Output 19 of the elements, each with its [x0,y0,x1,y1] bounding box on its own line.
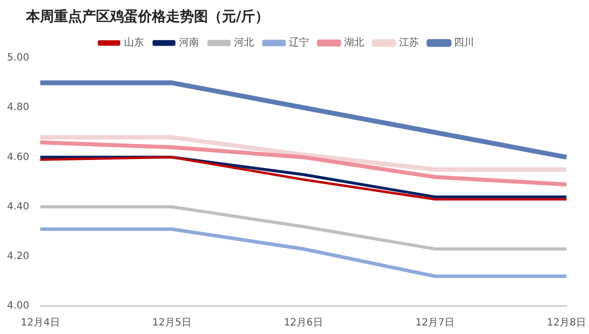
y-tick-label: 4.40 [7,201,30,212]
legend-label: 湖北 [344,36,364,49]
y-tick-label: 4.20 [7,250,30,262]
legend-label: 河北 [234,36,254,49]
y-tick-label: 4.80 [7,102,30,114]
x-tick-label: 12月5日 [152,318,192,329]
y-tick-label: 4.60 [7,152,30,163]
legend-label: 山东 [124,36,144,49]
legend-label: 江苏 [399,36,419,49]
y-tick-label: 4.00 [7,300,30,312]
legend-label: 辽宁 [289,36,309,49]
x-tick-label: 12月8日 [546,318,586,329]
legend-label: 四川 [454,36,474,49]
legend-label: 河南 [179,36,199,49]
x-tick-label: 12月7日 [415,318,454,329]
y-tick-label: 5.00 [7,52,30,64]
x-tick-label: 12月4日 [20,318,60,329]
x-tick-label: 12月6日 [284,318,323,329]
chart-title: 本周重点产区鸡蛋价格走势图（元/斤） [24,8,270,27]
